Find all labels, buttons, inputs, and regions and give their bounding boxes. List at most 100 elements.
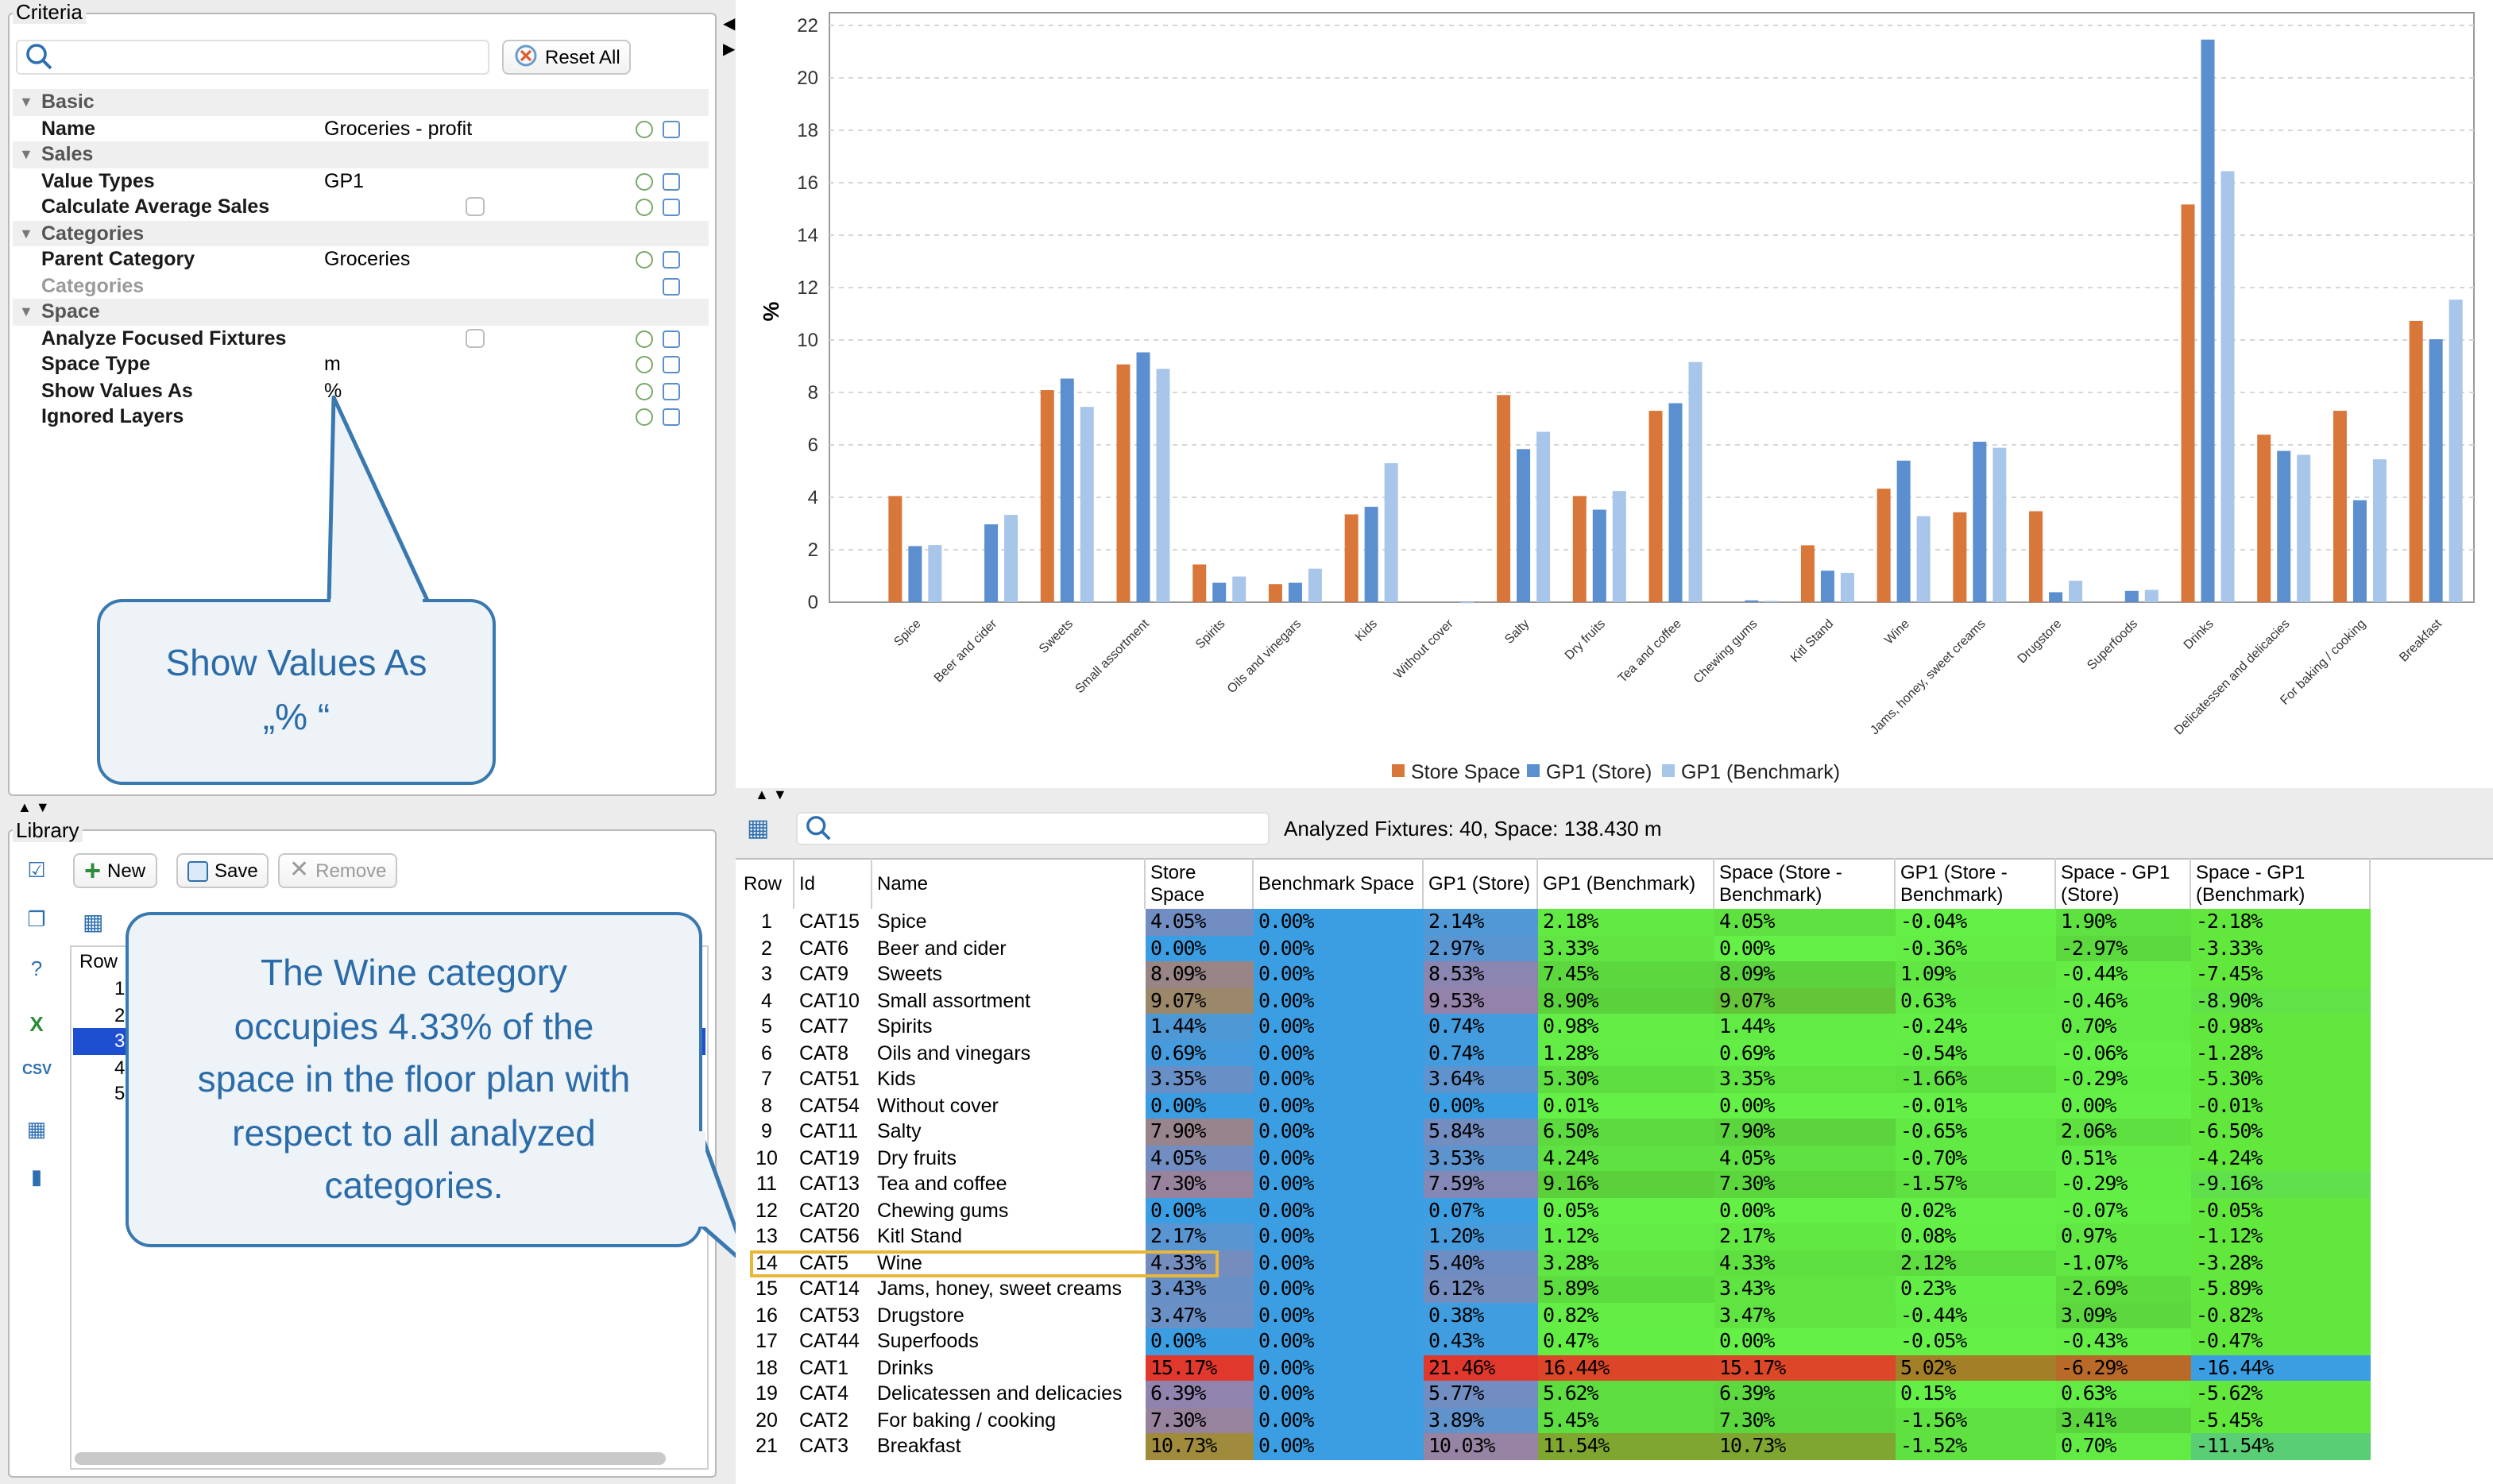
edit-value-icon[interactable] [663,120,680,137]
checklist-icon[interactable]: ☑ [27,858,46,882]
bar-store-space [1116,364,1131,602]
chevron-down-icon[interactable]: ▼ [19,94,33,110]
reset-value-icon[interactable] [636,330,653,347]
bar-gp1-store- [1973,442,1987,602]
property-row[interactable]: Space Type m [13,351,709,377]
help-icon[interactable]: ? [30,956,43,980]
column-header[interactable]: Store Space [1146,858,1254,909]
property-row[interactable]: Name Groceries - profit [13,115,709,141]
property-group-sales[interactable]: ▼ Sales [13,141,709,168]
value-cell: 11.54% [1538,1433,1714,1459]
bar-gp1-benchmark- [928,545,942,602]
value-cell: -16.44% [2191,1355,2371,1381]
bar-store-space [1953,512,1967,602]
property-row[interactable]: Show Values As% [13,377,709,404]
edit-value-icon[interactable] [663,356,680,373]
edit-value-icon[interactable] [663,382,680,400]
column-header[interactable]: GP1 (Benchmark) [1538,858,1714,909]
property-value[interactable]: Groceries - profit [324,117,473,139]
column-header[interactable]: GP1 (Store - Benchmark) [1896,858,2056,909]
column-header[interactable]: Space - GP1 (Benchmark) [2191,858,2371,909]
property-row[interactable]: Analyze Focused Fixtures [13,325,709,351]
library-row[interactable]: 4 [73,1054,705,1080]
reset-value-icon[interactable] [636,172,653,190]
reset-value-icon[interactable] [636,356,653,373]
property-group-categories[interactable]: ▼ Categories [13,220,709,246]
table-settings-icon[interactable]: ▦ [26,1117,47,1141]
property-value[interactable]: % [324,379,342,401]
new-button[interactable]: + New [73,853,157,888]
property-row[interactable]: Calculate Average Sales [13,194,709,220]
edit-value-icon[interactable] [663,251,680,269]
property-group-space[interactable]: ▼ Space [13,299,709,325]
library-row[interactable]: 5 [73,1080,705,1107]
edit-value-icon[interactable] [663,172,680,190]
property-group-basic[interactable]: ▼ Basic [13,89,709,115]
reset-value-icon[interactable] [636,408,653,426]
split-table-arrows[interactable]: ▲ ▼ [755,786,787,802]
reset-all-button[interactable]: Reset All [502,40,632,75]
edit-value-icon[interactable] [663,330,680,347]
value-cell: -4.24% [2191,1145,2371,1171]
criteria-search-input[interactable] [16,40,489,75]
split-up-arrow[interactable]: ▲ ▼ [17,799,50,815]
reset-value-icon[interactable] [636,120,653,137]
bar-gp1-benchmark- [1992,447,2007,602]
reset-value-icon[interactable] [636,251,653,269]
property-row[interactable]: Parent Category Groceries [13,246,709,272]
property-value[interactable]: Groceries [324,248,411,270]
copy-icon[interactable]: ❐ [27,907,46,931]
expand-right-arrow[interactable]: ▶ [723,41,736,59]
value-cell: -0.82% [2191,1302,2371,1328]
csv-icon[interactable]: CSV [22,1061,52,1077]
property-row[interactable]: Categories [13,272,709,299]
category-id: CAT10 [799,989,860,1011]
row-number: 18 [756,1356,778,1378]
library-scrollbar[interactable] [75,1452,666,1465]
column-header[interactable]: Space (Store - Benchmark) [1714,858,1896,909]
remove-button[interactable]: ✕ Remove [278,853,398,888]
bar-chart-icon[interactable]: ▮ [30,1165,43,1188]
value-cell: 4.24% [1538,1145,1714,1171]
checkbox[interactable] [466,328,485,347]
value-cell: -3.28% [2191,1250,2371,1276]
table-search-input[interactable] [796,812,1270,845]
chevron-down-icon[interactable]: ▼ [19,225,33,241]
checkbox[interactable] [466,197,485,216]
property-row[interactable]: Ignored Layers [13,404,709,430]
column-header[interactable]: GP1 (Store) [1424,858,1538,909]
column-header[interactable]: Name [872,858,1146,909]
y-tick-label: 12 [797,277,818,299]
column-header[interactable]: Id [794,858,872,909]
property-value[interactable]: GP1 [324,169,365,191]
property-key: Ignored Layers [41,405,184,427]
wine-callout-line: categories. [324,1165,504,1206]
property-row[interactable]: Value Types GP1 [13,168,709,194]
library-row[interactable]: 1 [73,976,705,1002]
value-cell: 2.06% [2056,1119,2191,1145]
edit-value-icon[interactable] [663,408,680,426]
reset-value-icon[interactable] [636,382,653,400]
value-cell: 0.00% [1254,1092,1424,1119]
category-name: Without cover [877,1094,999,1116]
column-header[interactable]: Benchmark Space [1254,858,1424,909]
save-button[interactable]: Save [176,853,269,888]
library-table-icon[interactable]: ▦ [83,909,104,934]
edit-value-icon[interactable] [663,199,680,216]
property-value[interactable]: m [324,353,341,375]
reset-value-icon[interactable] [636,199,653,216]
table-settings-icon[interactable]: ▦ [747,815,770,842]
column-header[interactable]: Space - GP1 (Store) [2056,858,2191,909]
library-row[interactable]: 2 [73,1002,705,1028]
edit-value-icon[interactable] [663,277,680,295]
collapse-left-arrow[interactable]: ◀ [723,16,736,33]
chevron-down-icon[interactable]: ▼ [19,146,33,162]
column-header[interactable]: Row [739,858,794,909]
value-cell: -0.07% [2056,1197,2191,1223]
value-cell: -1.28% [2191,1040,2371,1066]
row-number: 10 [756,1146,778,1169]
legend-swatch [1392,764,1405,777]
value-cell: 9.16% [1538,1171,1714,1197]
excel-icon[interactable]: X [29,1012,44,1036]
chevron-down-icon[interactable]: ▼ [19,303,33,319]
